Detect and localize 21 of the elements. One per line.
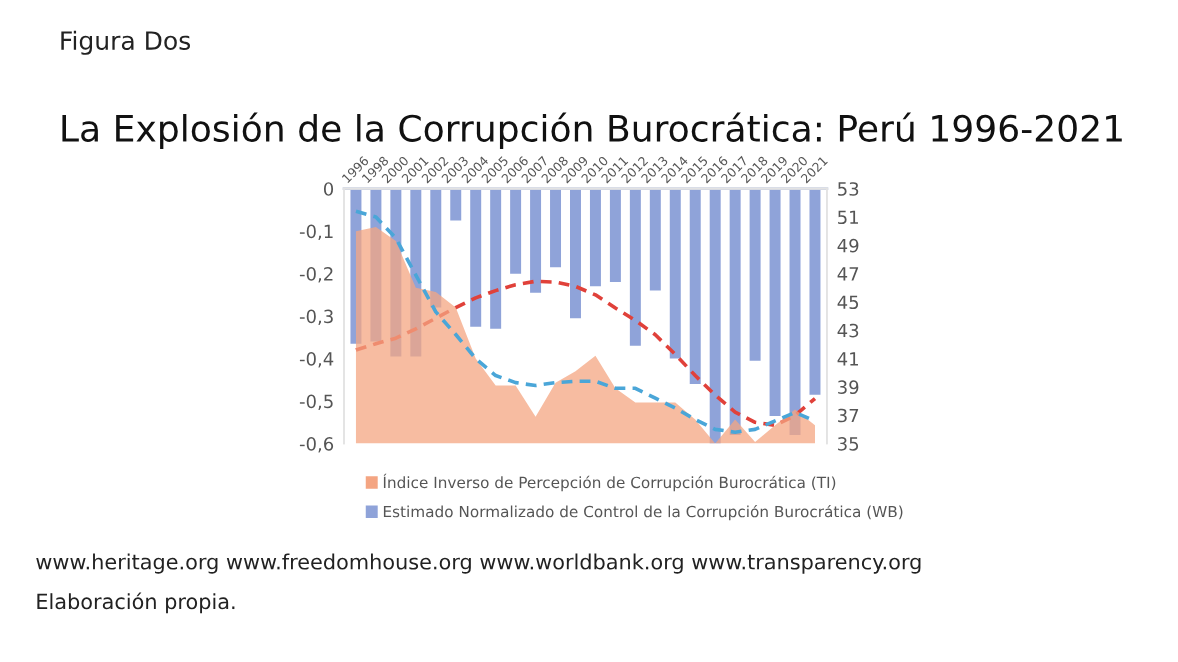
- text: www.heritage.org www.freedomhouse.org www.worldbank.org www.transparency.org: [36, 553, 921, 574]
- y-tick-label: 0: [323, 182, 334, 196]
- y-tick-label: -0,3: [299, 309, 333, 326]
- y2-tick-label: 53: [838, 182, 859, 196]
- y-tick-label: -0,4: [299, 352, 334, 368]
- y2-tick-label: 39: [838, 380, 859, 395]
- y-tick-label: -0,2: [299, 267, 333, 283]
- y2-tick-label: 41: [837, 352, 858, 366]
- y2-tick-label: 35: [838, 437, 859, 451]
- y-tick-label: -0,5: [299, 394, 333, 411]
- text: Figura Dos: [61, 30, 191, 55]
- y2-tick-label: 47: [837, 267, 859, 281]
- y2-tick-label: 49: [837, 238, 859, 253]
- y-tick-label: -0,6: [299, 437, 334, 453]
- text: Elaboración propia.: [37, 592, 235, 614]
- y2-tick-label: 51: [838, 210, 858, 225]
- y2-tick-label: 45: [837, 295, 859, 310]
- y-tick-label: -0,1: [299, 224, 333, 241]
- y2-tick-label: 43: [837, 323, 859, 338]
- chart-title: La Explosión de la Corrupción Burocrática: Perú 1996-2021: [62, 112, 1122, 149]
- y2-tick-label: 37: [838, 408, 859, 423]
